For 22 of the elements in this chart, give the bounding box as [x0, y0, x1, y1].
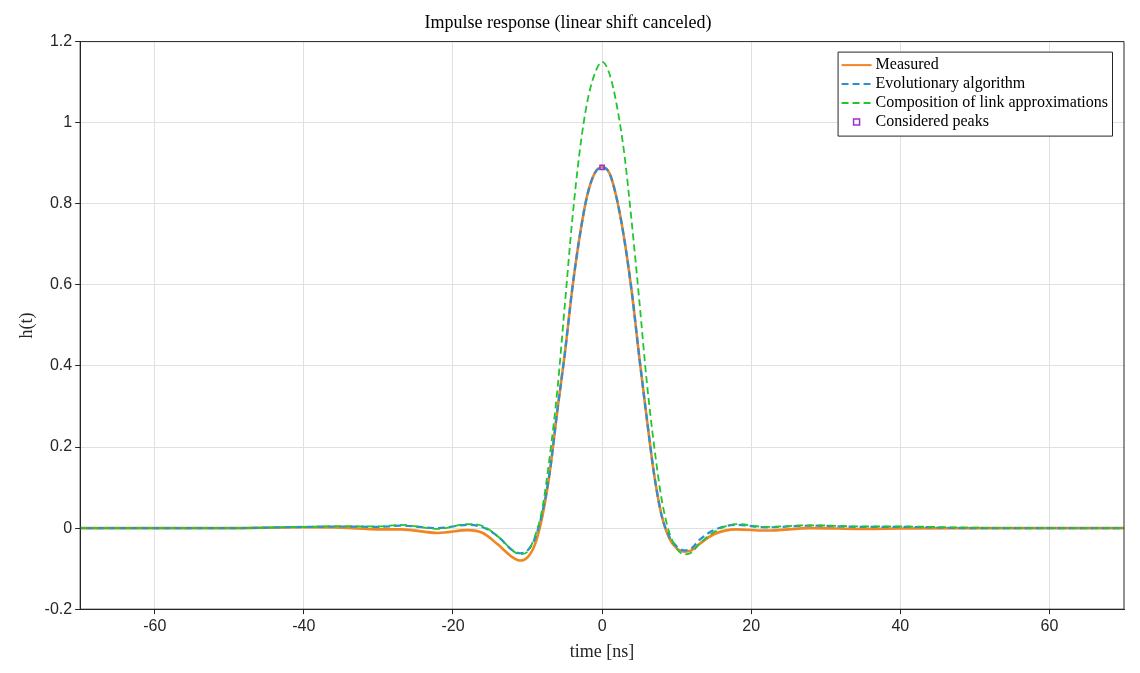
y-tick-label: 0.8 — [49, 194, 73, 212]
y-axis-title: h(t) — [15, 312, 37, 339]
x-tick-label: 20 — [742, 617, 761, 635]
y-tick-label: 0.2 — [49, 437, 73, 455]
y-tick-label: 1 — [63, 113, 73, 131]
x-tick-label: 60 — [1040, 617, 1059, 635]
chart-title: Impulse response (linear shift canceled) — [424, 11, 712, 33]
x-tick-label: 40 — [891, 617, 910, 635]
x-tick-label: 0 — [597, 617, 607, 635]
legend-label: Composition of link approximations — [875, 93, 1108, 112]
y-tick-label: 0.6 — [49, 275, 73, 293]
x-tick-label: -60 — [143, 617, 167, 635]
y-tick-label: 1.2 — [49, 32, 73, 50]
x-tick-label: -20 — [441, 617, 465, 635]
x-axis-title: time [ns] — [569, 640, 635, 661]
x-tick-label: -40 — [292, 617, 316, 635]
y-tick-label: 0 — [63, 518, 73, 536]
y-tick-label: -0.2 — [44, 599, 73, 617]
y-tick-label: 0.4 — [49, 356, 73, 374]
legend-label: Considered peaks — [875, 112, 989, 131]
legend-label: Evolutionary algorithm — [875, 74, 1026, 93]
legend-label: Measured — [875, 55, 939, 73]
